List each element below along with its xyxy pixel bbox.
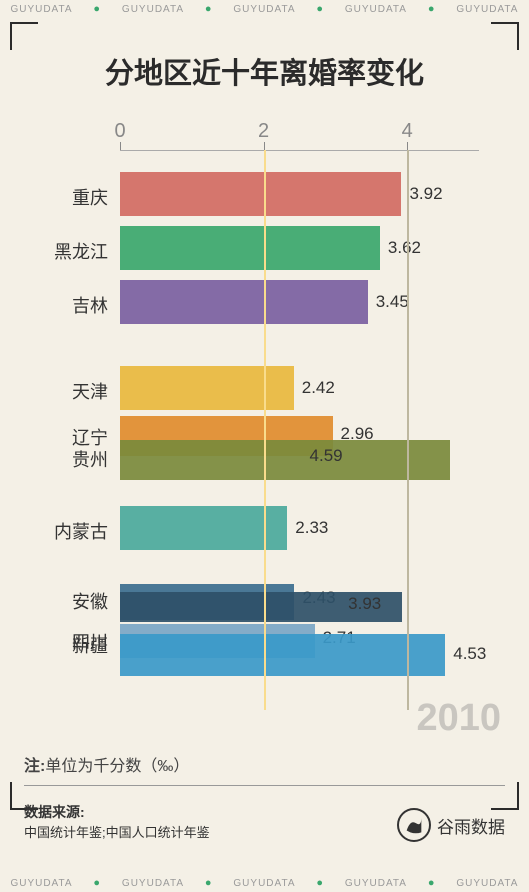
bar-category-label: 内蒙古 <box>28 518 108 544</box>
bar-category-label: 贵州 <box>28 446 108 472</box>
watermark-dot: ● <box>93 3 101 15</box>
year-label: 2010 <box>416 697 501 740</box>
bars-area: 重庆3.92黑龙江3.62吉林3.45天津2.42辽宁2.96贵州4.59内蒙古… <box>120 164 479 710</box>
bar-row: 新疆4.53 <box>120 634 445 676</box>
watermark-text: GUYUDATA <box>10 4 72 15</box>
watermark-dot: ● <box>205 3 213 15</box>
bar-category-label: 黑龙江 <box>28 238 108 264</box>
watermark-dot: ● <box>428 877 436 889</box>
note-prefix: 注: <box>24 758 45 775</box>
watermark-dot: ● <box>316 877 324 889</box>
corner-tr <box>491 22 519 50</box>
logo-text: 谷雨数据 <box>437 813 505 838</box>
bar-value-label: 3.45 <box>376 292 409 312</box>
tick-label: 4 <box>402 120 413 143</box>
watermark-dot: ● <box>316 3 324 15</box>
watermark-text: GUYUDATA <box>456 4 518 15</box>
bar-category-label: 天津 <box>28 378 108 404</box>
bar-category-label: 新疆 <box>28 632 108 658</box>
watermark-text: GUYUDATA <box>456 878 518 889</box>
watermark-text: GUYUDATA <box>122 878 184 889</box>
bar-row: 吉林3.45 <box>120 280 368 324</box>
chart-area: 重庆3.92黑龙江3.62吉林3.45天津2.42辽宁2.96贵州4.59内蒙古… <box>40 118 479 710</box>
bar-row: 3.93 <box>120 592 402 622</box>
bar-value-label: 3.92 <box>409 184 442 204</box>
corner-tl <box>10 22 38 50</box>
watermark-text: GUYUDATA <box>122 4 184 15</box>
bar-category-label: 重庆 <box>28 184 108 210</box>
source-row: 数据来源: 中国统计年鉴;中国人口统计年鉴 谷雨数据 <box>24 802 505 843</box>
watermark-text: GUYUDATA <box>345 878 407 889</box>
bar <box>120 366 294 410</box>
bar <box>120 634 445 676</box>
watermark-text: GUYUDATA <box>233 878 295 889</box>
watermark-dot: ● <box>205 877 213 889</box>
bar-row: 内蒙古2.33 <box>120 506 287 550</box>
watermark-text: GUYUDATA <box>10 878 72 889</box>
bar-value-label: 3.93 <box>348 594 381 614</box>
watermark-bottom: GUYUDATA ● GUYUDATA ● GUYUDATA ● GUYUDATA ● GUYU… <box>0 874 529 892</box>
chart-title: 分地区近十年离婚率变化 <box>10 22 519 112</box>
watermark-dot: ● <box>93 877 101 889</box>
tick-mark <box>264 142 265 150</box>
tick-label: 0 <box>114 120 125 143</box>
bar-value-label: 4.53 <box>453 644 486 664</box>
bar <box>120 280 368 324</box>
watermark-text: GUYUDATA <box>233 4 295 15</box>
unit-note: 注:单位为千分数（‰） <box>24 752 189 776</box>
source-body: 中国统计年鉴;中国人口统计年鉴 <box>24 823 210 843</box>
source-title: 数据来源: <box>24 802 210 823</box>
bar-row: 贵州4.59 <box>120 440 450 480</box>
bar-row: 重庆3.92 <box>120 172 401 216</box>
source-text: 数据来源: 中国统计年鉴;中国人口统计年鉴 <box>24 802 210 843</box>
bar <box>120 172 401 216</box>
bar-category-label: 安徽 <box>28 588 108 614</box>
bar <box>120 506 287 550</box>
gridline <box>264 150 266 710</box>
divider <box>24 785 505 786</box>
gridline <box>407 150 409 710</box>
bar <box>120 440 450 480</box>
logo-icon <box>397 808 431 842</box>
tick-label: 2 <box>258 120 269 143</box>
tick-mark <box>120 142 121 150</box>
bar-row: 黑龙江3.62 <box>120 226 380 270</box>
x-axis <box>120 150 479 151</box>
watermark-dot: ● <box>428 3 436 15</box>
note-text: 单位为千分数（‰） <box>45 758 189 775</box>
bar-row: 天津2.42 <box>120 366 294 410</box>
bar-value-label: 3.62 <box>388 238 421 258</box>
bar-value-label: 2.42 <box>302 378 335 398</box>
bar-value-label: 2.33 <box>295 518 328 538</box>
watermark-top: GUYUDATA ● GUYUDATA ● GUYUDATA ● GUYUDATA ● GUYU… <box>0 0 529 18</box>
watermark-text: GUYUDATA <box>345 4 407 15</box>
tick-mark <box>407 142 408 150</box>
bar-value-label: 4.59 <box>310 446 343 466</box>
bar-category-label: 吉林 <box>28 292 108 318</box>
bar <box>120 226 380 270</box>
brand-logo: 谷雨数据 <box>397 808 505 842</box>
main-frame: 分地区近十年离婚率变化 重庆3.92黑龙江3.62吉林3.45天津2.42辽宁2… <box>10 22 519 870</box>
